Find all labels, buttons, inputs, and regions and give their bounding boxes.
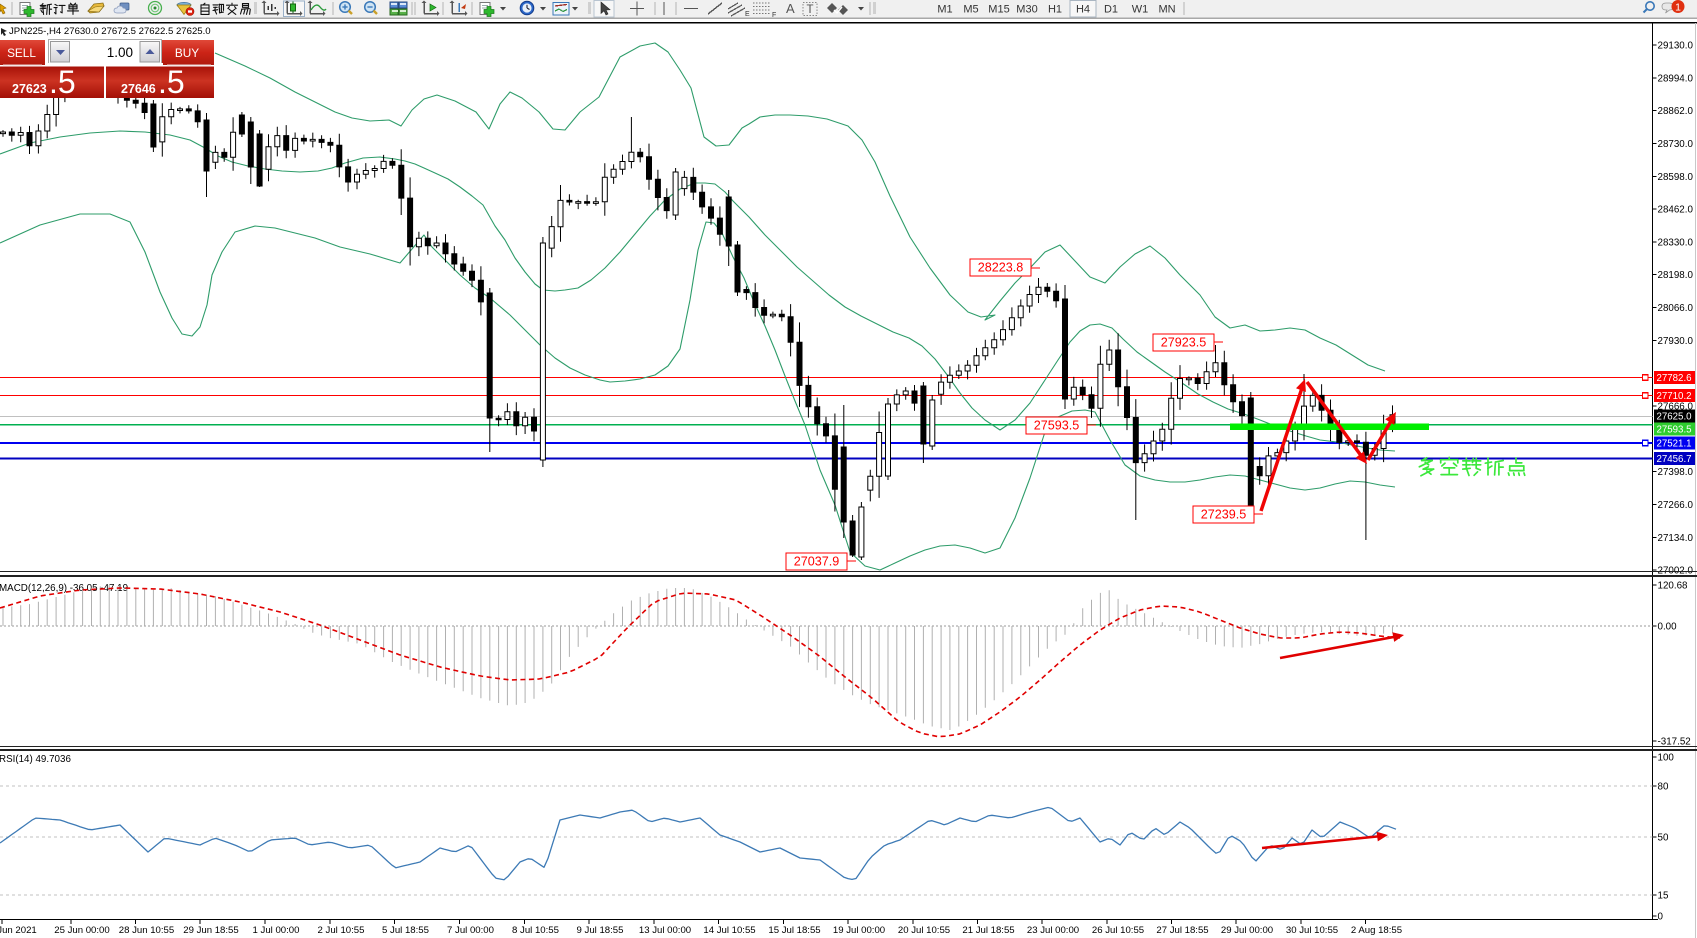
svg-text:19 Jul 00:00: 19 Jul 00:00: [833, 925, 885, 936]
svg-text:27646: 27646: [121, 82, 156, 96]
svg-text:H1: H1: [1048, 4, 1062, 16]
svg-text:M5: M5: [963, 4, 978, 16]
svg-text:29 Jul 00:00: 29 Jul 00:00: [1221, 925, 1273, 936]
svg-text:T: T: [806, 4, 813, 16]
svg-text:28862.0: 28862.0: [1658, 106, 1694, 117]
svg-text:27 Jul 18:55: 27 Jul 18:55: [1156, 925, 1208, 936]
svg-text:15: 15: [1658, 891, 1669, 902]
svg-text:27710.2: 27710.2: [1657, 391, 1692, 402]
svg-text:30 Jul 10:55: 30 Jul 10:55: [1286, 925, 1338, 936]
svg-text:.5: .5: [158, 64, 185, 100]
svg-text:27239.5: 27239.5: [1201, 508, 1247, 522]
svg-text:MACD(12,26,9) -36.05 -47.19: MACD(12,26,9) -36.05 -47.19: [0, 583, 128, 594]
svg-text:13 Jul 00:00: 13 Jul 00:00: [639, 925, 691, 936]
svg-text:27456.7: 27456.7: [1657, 454, 1692, 465]
svg-text:9 Jul 18:55: 9 Jul 18:55: [577, 925, 624, 936]
svg-text:28330.0: 28330.0: [1658, 237, 1694, 248]
svg-text:27593.5: 27593.5: [1657, 425, 1692, 436]
svg-text:27923.5: 27923.5: [1161, 336, 1207, 350]
svg-text:SELL: SELL: [7, 46, 36, 60]
svg-text:A: A: [786, 1, 795, 16]
svg-text:0.00: 0.00: [1658, 622, 1678, 633]
svg-text:M30: M30: [1016, 4, 1037, 16]
svg-text:H4: H4: [1076, 4, 1090, 16]
svg-text:1: 1: [1675, 2, 1681, 14]
svg-text:27134.0: 27134.0: [1658, 533, 1694, 544]
svg-text:MN: MN: [1158, 4, 1175, 16]
svg-text:27037.9: 27037.9: [794, 555, 840, 569]
svg-text:27521.1: 27521.1: [1657, 439, 1692, 450]
svg-text:27666.0: 27666.0: [1658, 402, 1694, 413]
svg-text:28994.0: 28994.0: [1658, 73, 1694, 84]
svg-text:M15: M15: [988, 4, 1009, 16]
svg-text:23 Jul 00:00: 23 Jul 00:00: [1027, 925, 1079, 936]
svg-text:50: 50: [1658, 833, 1669, 844]
svg-text:1.00: 1.00: [107, 45, 133, 60]
svg-text:2 Aug 18:55: 2 Aug 18:55: [1351, 925, 1402, 936]
svg-text:15 Jul 18:55: 15 Jul 18:55: [768, 925, 820, 936]
svg-text:14 Jul 10:55: 14 Jul 10:55: [703, 925, 755, 936]
svg-text:28730.0: 28730.0: [1658, 139, 1694, 150]
svg-text:26 Jul 10:55: 26 Jul 10:55: [1092, 925, 1144, 936]
svg-text:7 Jul 00:00: 7 Jul 00:00: [447, 925, 494, 936]
svg-text:27782.6: 27782.6: [1657, 373, 1692, 384]
svg-text:W1: W1: [1132, 4, 1149, 16]
svg-text:2 Jul 10:55: 2 Jul 10:55: [318, 925, 365, 936]
svg-text:RSI(14) 49.7036: RSI(14) 49.7036: [0, 754, 71, 765]
svg-text:27930.0: 27930.0: [1658, 336, 1694, 347]
svg-text:BUY: BUY: [175, 46, 199, 60]
svg-text:28066.0: 28066.0: [1658, 303, 1694, 314]
svg-text:25 Jun 00:00: 25 Jun 00:00: [54, 925, 109, 936]
svg-text:20 Jul 10:55: 20 Jul 10:55: [898, 925, 950, 936]
svg-text:.5: .5: [49, 64, 76, 100]
svg-text:80: 80: [1658, 782, 1669, 793]
svg-text:0: 0: [1658, 912, 1664, 923]
svg-text:27625.0: 27625.0: [1657, 412, 1693, 423]
svg-text:29130.0: 29130.0: [1658, 41, 1694, 52]
svg-text:27593.5: 27593.5: [1034, 419, 1080, 433]
svg-text:21 Jul 18:55: 21 Jul 18:55: [962, 925, 1014, 936]
svg-text:28462.0: 28462.0: [1658, 205, 1694, 216]
svg-text:27623: 27623: [12, 82, 47, 96]
svg-text:28 Jun 10:55: 28 Jun 10:55: [119, 925, 174, 936]
svg-text:120.68: 120.68: [1658, 581, 1689, 592]
svg-text:4 Jun 2021: 4 Jun 2021: [0, 925, 37, 936]
svg-text:27398.0: 27398.0: [1658, 467, 1694, 478]
svg-text:5 Jul 18:55: 5 Jul 18:55: [382, 925, 429, 936]
svg-text:E: E: [745, 11, 750, 18]
svg-text:28198.0: 28198.0: [1658, 270, 1694, 281]
svg-text:D1: D1: [1104, 4, 1118, 16]
svg-text:28223.8: 28223.8: [978, 261, 1024, 275]
svg-text:100: 100: [1658, 753, 1675, 764]
svg-text:M1: M1: [937, 4, 952, 16]
svg-text:JPN225-,H4 27630.0 27672.5 27: JPN225-,H4 27630.0 27672.5 27622.5 27625…: [9, 26, 211, 37]
svg-text:27266.0: 27266.0: [1658, 500, 1694, 511]
svg-text:F: F: [772, 12, 776, 19]
svg-text:28598.0: 28598.0: [1658, 172, 1694, 183]
svg-text:-317.52: -317.52: [1658, 737, 1691, 748]
svg-text:29 Jun 18:55: 29 Jun 18:55: [183, 925, 238, 936]
svg-text:1 Jul 00:00: 1 Jul 00:00: [253, 925, 300, 936]
svg-text:8 Jul 10:55: 8 Jul 10:55: [512, 925, 559, 936]
